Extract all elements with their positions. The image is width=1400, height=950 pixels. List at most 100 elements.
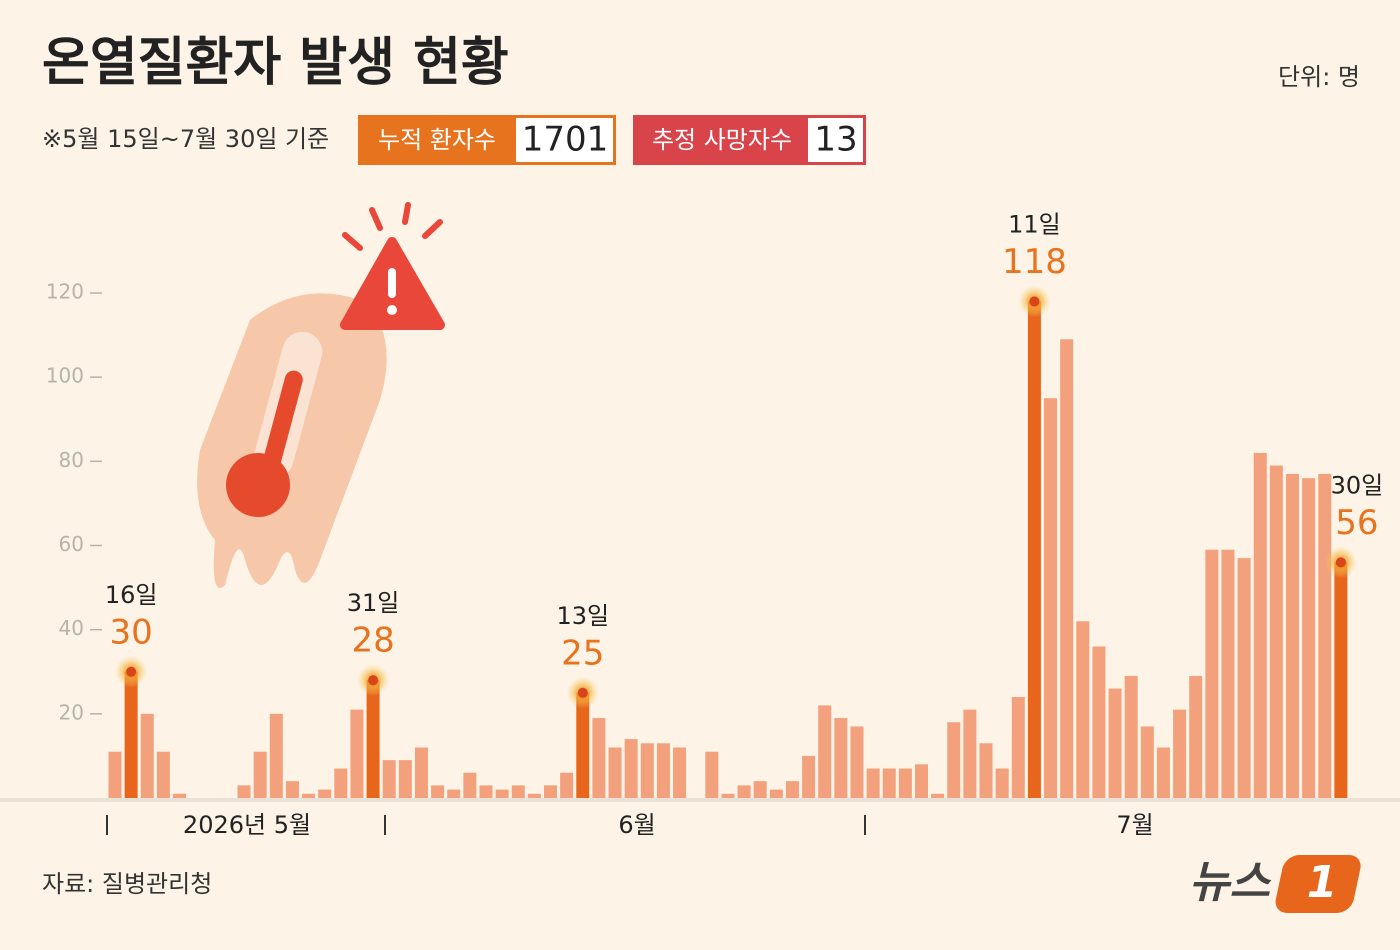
- bar: [124, 671, 138, 798]
- bar: [1044, 398, 1058, 798]
- bar: [737, 785, 751, 798]
- day-label: 30일: [1331, 471, 1384, 499]
- bar: [1156, 747, 1170, 798]
- unit: 단위: 명: [1278, 63, 1360, 91]
- highlight-dot: [368, 675, 379, 686]
- value-label: 25: [561, 633, 604, 673]
- bar: [673, 747, 687, 798]
- title: 온열질환자 발생 현황: [42, 33, 509, 93]
- thermometer-illustration: [197, 202, 445, 588]
- bar: [705, 751, 719, 798]
- bar: [431, 785, 445, 798]
- bar: [1269, 465, 1283, 798]
- bar: [882, 768, 896, 798]
- bar: [1076, 621, 1090, 798]
- bar: [753, 781, 767, 798]
- value-label: 56: [1335, 503, 1378, 543]
- bar: [1205, 549, 1219, 798]
- bar: [1221, 549, 1235, 798]
- day-label: 13일: [556, 602, 609, 630]
- day-label: 16일: [105, 581, 158, 609]
- day-label: 11일: [1008, 210, 1061, 238]
- bar: [818, 705, 832, 798]
- bar: [608, 747, 622, 798]
- logo-badge: [1275, 855, 1361, 913]
- bar: [318, 789, 332, 798]
- bar: [995, 768, 1009, 798]
- y-tick-label: 80: [59, 448, 84, 472]
- bar: [1124, 675, 1138, 798]
- bar: [1285, 473, 1299, 798]
- badge-box: [516, 118, 613, 162]
- highlight-dot: [577, 687, 588, 698]
- bar: [1027, 301, 1041, 798]
- badge-box: [808, 118, 863, 162]
- bar: [108, 751, 122, 798]
- bar: [156, 751, 170, 798]
- highlight-dot: [1029, 296, 1040, 307]
- bar: [931, 793, 945, 798]
- bar: [640, 743, 654, 798]
- bar: [237, 785, 251, 798]
- bar: [527, 793, 541, 798]
- x-month-label: 6월: [618, 811, 655, 839]
- bar: [802, 755, 816, 798]
- bar: [1173, 709, 1187, 798]
- highlight-dot: [126, 666, 137, 677]
- bar: [560, 772, 574, 798]
- bar: [1140, 726, 1154, 798]
- bar: [350, 709, 364, 798]
- bar: [963, 709, 977, 798]
- badge-label: 누적 환자수: [378, 126, 496, 154]
- bar: [1237, 558, 1251, 798]
- bar: [624, 739, 638, 798]
- value-label: 28: [351, 621, 394, 661]
- logo-mark: 1: [1307, 857, 1338, 908]
- bar: [334, 768, 348, 798]
- value-label: 118: [1002, 242, 1067, 282]
- y-tick-label: 20: [59, 700, 84, 724]
- badge-label: 추정 사망자수: [652, 126, 792, 154]
- baseline: [0, 798, 1400, 802]
- bar: [1092, 646, 1106, 798]
- bar: [447, 789, 461, 798]
- y-tick-label: 40: [59, 616, 84, 640]
- bar: [785, 781, 799, 798]
- x-month-label: 7월: [1116, 811, 1153, 839]
- bar: [769, 789, 783, 798]
- bar: [866, 768, 880, 798]
- bar: [1253, 452, 1267, 798]
- bar: [479, 785, 493, 798]
- note: ※5월 15일~7월 30일 기준: [42, 125, 329, 153]
- bar: [592, 718, 606, 798]
- y-tick-label: 100: [46, 364, 84, 388]
- y-tick-label: 60: [59, 532, 84, 556]
- bar: [1060, 339, 1074, 798]
- bar: [898, 768, 912, 798]
- bar: [721, 793, 735, 798]
- bar: [495, 789, 509, 798]
- bar: [1334, 562, 1348, 798]
- bar: [398, 760, 412, 798]
- day-label: 31일: [347, 589, 400, 617]
- bar: [414, 747, 428, 798]
- bar: [979, 743, 993, 798]
- bar: [173, 793, 187, 798]
- bar: [1108, 688, 1122, 798]
- bar: [1318, 473, 1332, 798]
- bar: [463, 772, 477, 798]
- bar: [302, 793, 316, 798]
- bar: [915, 764, 928, 798]
- value-label: 30: [109, 612, 152, 652]
- bar: [285, 781, 299, 798]
- bar: [850, 726, 864, 798]
- badge-value: 1701: [522, 120, 609, 160]
- bar: [1189, 675, 1203, 798]
- bar: [140, 713, 154, 798]
- source: 자료: 질병관리청: [42, 870, 212, 898]
- bar: [544, 785, 558, 798]
- bar: [1302, 478, 1316, 798]
- bar: [269, 713, 283, 798]
- highlight-dot: [1335, 557, 1346, 568]
- logo: 뉴스: [1189, 857, 1271, 908]
